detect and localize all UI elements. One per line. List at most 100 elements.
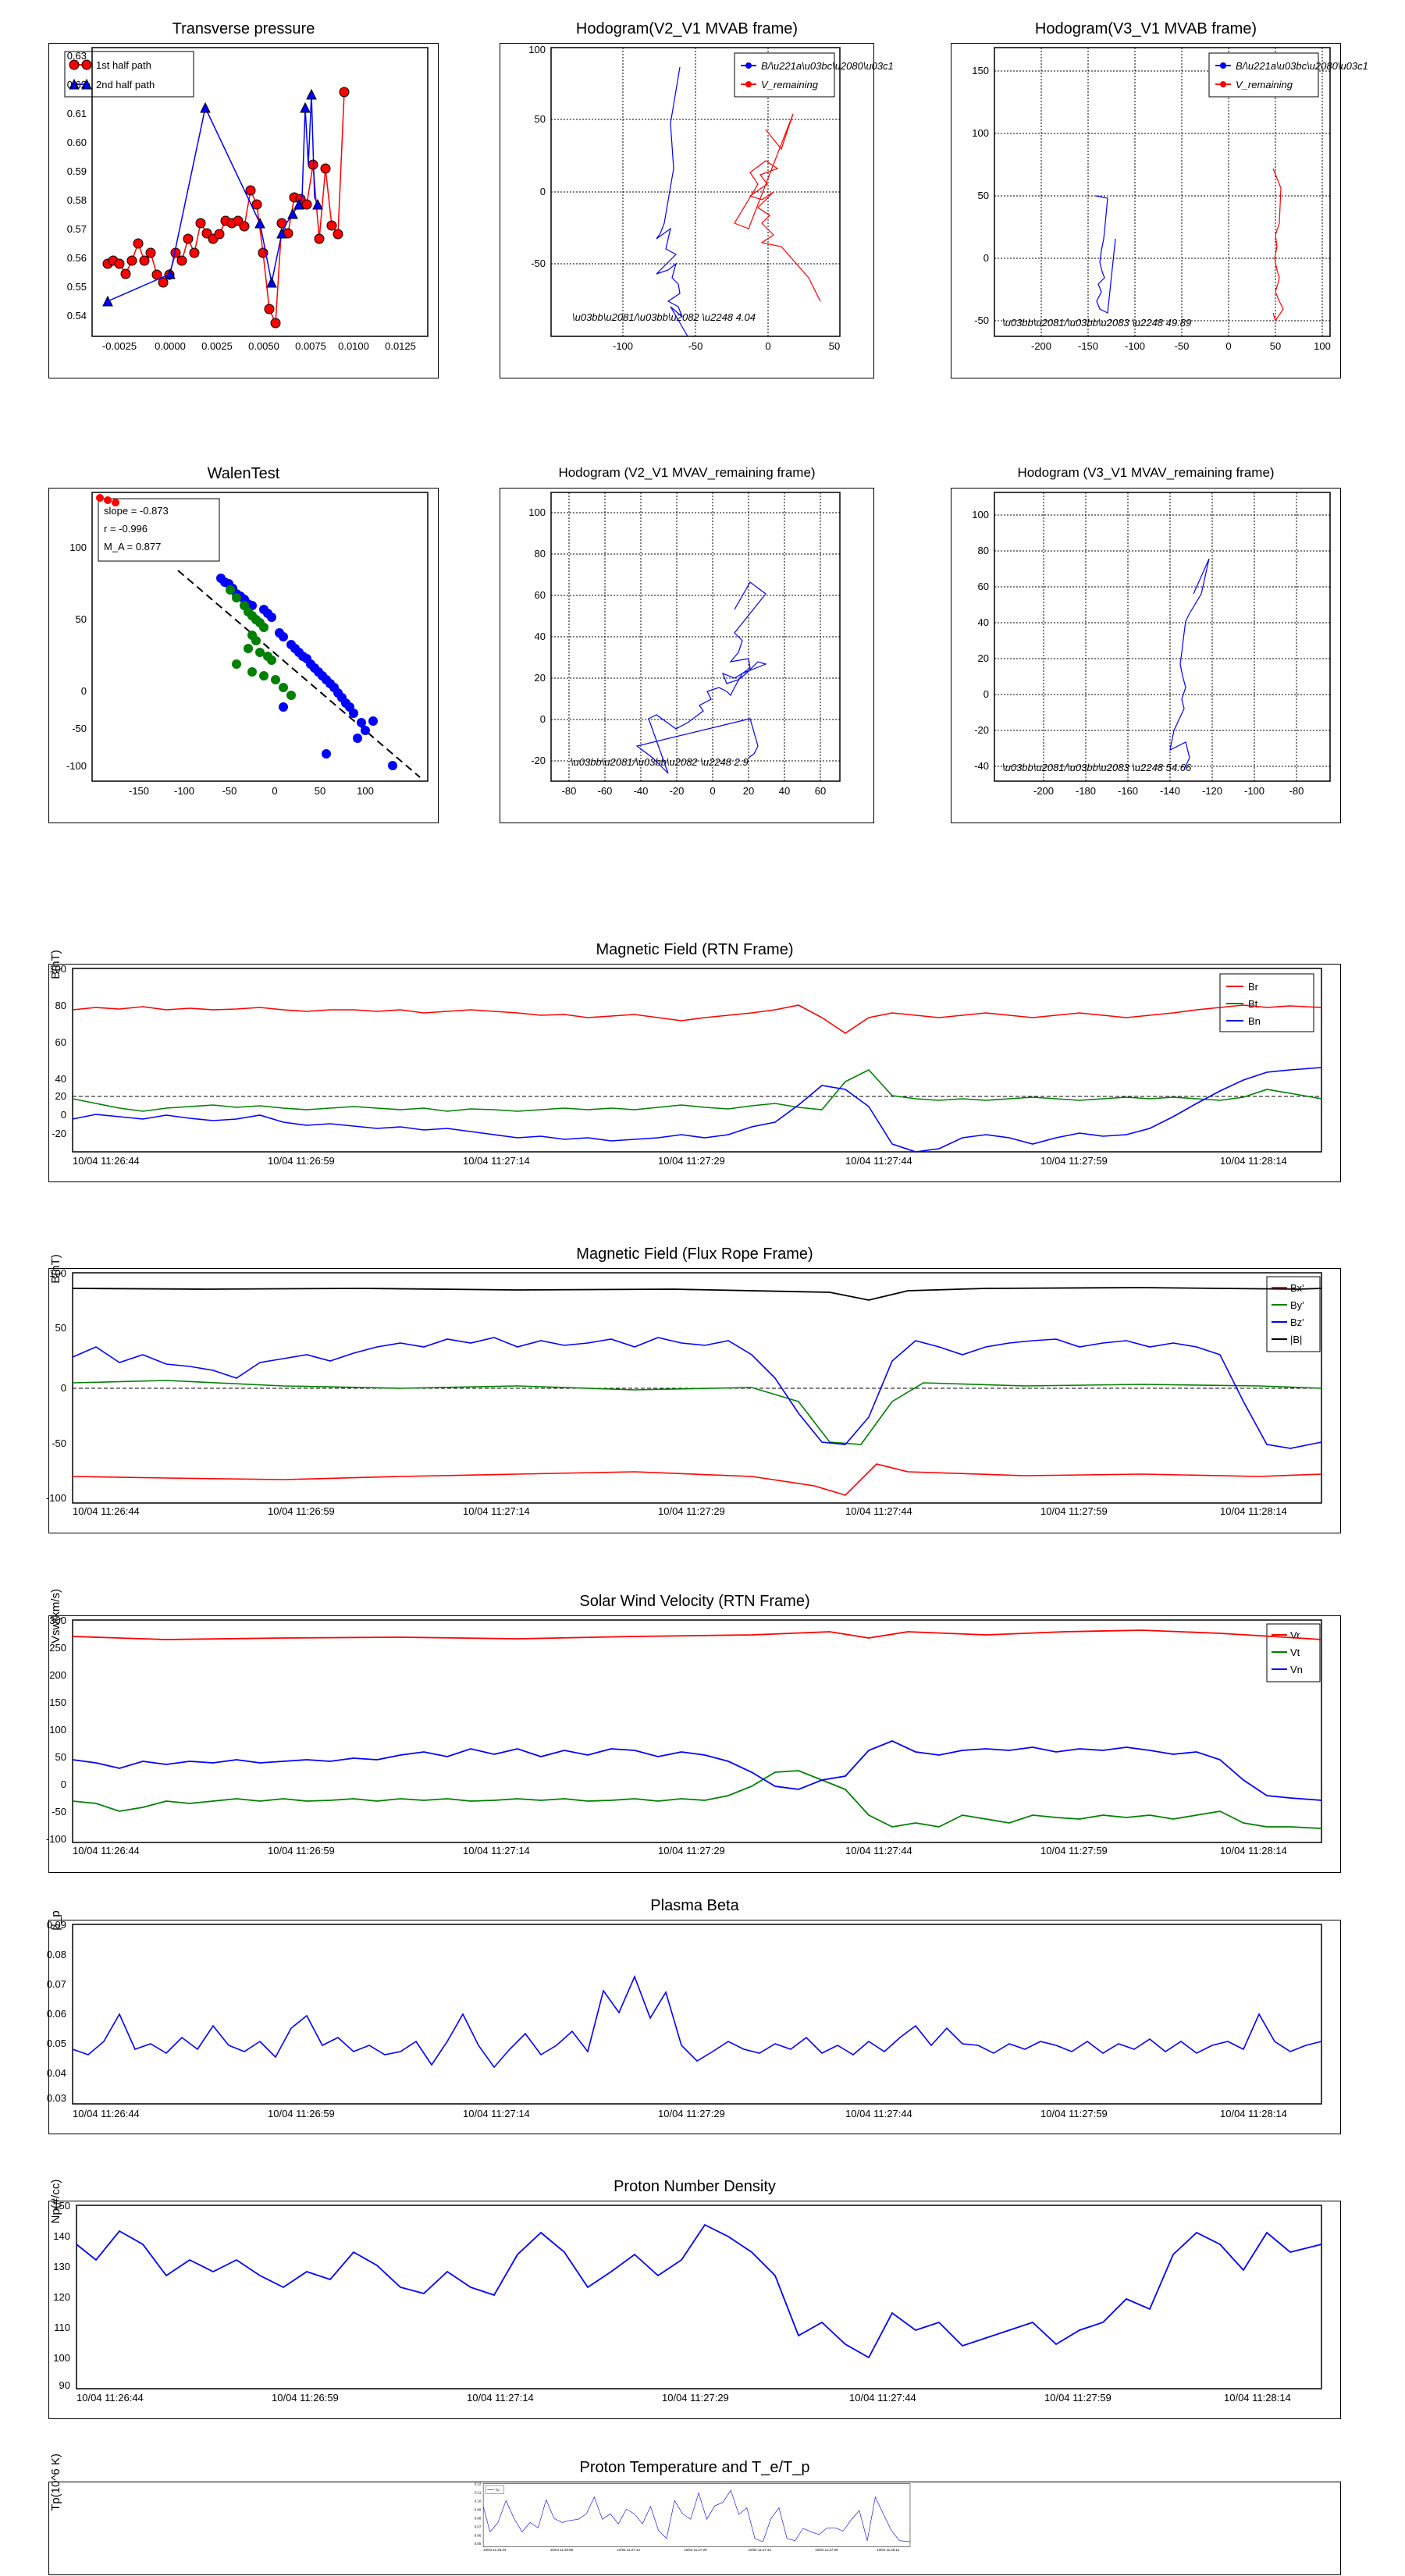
- svg-text:Bx': Bx': [1290, 1282, 1304, 1294]
- svg-text:-20: -20: [52, 1128, 66, 1139]
- svg-text:10/04 11:28:14: 10/04 11:28:14: [1220, 2108, 1287, 2119]
- svg-text:0.54: 0.54: [67, 310, 87, 322]
- svg-text:-80: -80: [562, 785, 577, 797]
- transverse-pressure-title: Transverse pressure: [49, 20, 438, 38]
- proton-temperature-legend: Tp: [486, 2485, 504, 2493]
- svg-text:150: 150: [49, 1697, 66, 1708]
- svg-text:-100: -100: [46, 1833, 66, 1845]
- svg-text:Bz': Bz': [1290, 1316, 1304, 1328]
- svg-text:0: 0: [765, 340, 770, 352]
- svg-text:100: 100: [528, 44, 546, 55]
- svg-text:B/\u221a\u03bc\u2080\u03c1: B/\u221a\u03bc\u2080\u03c1: [761, 60, 894, 72]
- svg-text:0.61: 0.61: [67, 108, 87, 119]
- svg-text:10/04 11:27:44: 10/04 11:27:44: [845, 2108, 912, 2119]
- svg-text:-50: -50: [52, 1806, 66, 1817]
- svg-text:10/04 11:27:29: 10/04 11:27:29: [658, 1505, 725, 1517]
- svg-text:10/04 11:27:29: 10/04 11:27:29: [658, 1155, 725, 1167]
- svg-text:10/04 11:27:29: 10/04 11:27:29: [658, 1845, 725, 1856]
- svg-text:100: 100: [528, 506, 546, 518]
- svg-text:-100: -100: [613, 340, 633, 352]
- svg-text:-50: -50: [1175, 340, 1190, 352]
- solar-wind-velocity-panel: Solar Wind Velocity (RTN Frame) Vsw(km/s…: [48, 1615, 1341, 1873]
- svg-text:0.55: 0.55: [67, 281, 87, 293]
- svg-text:0: 0: [61, 1778, 66, 1790]
- hodogram-v2v1-mvab-title: Hodogram(V2_V1 MVAB frame): [500, 20, 873, 38]
- svg-text:V_remaining: V_remaining: [1236, 79, 1293, 91]
- hodogram-v3v1-mvav-title: Hodogram (V3_V1 MVAV_remaining frame): [951, 465, 1340, 481]
- svg-text:0.58: 0.58: [67, 194, 87, 206]
- svg-text:80: 80: [978, 545, 989, 556]
- solar-wind-velocity-legend: Vr Vt Vn: [1267, 1624, 1320, 1682]
- svg-text:-40: -40: [974, 760, 989, 772]
- hodogram-v2v1-mvab-legend: B/\u221a\u03bc\u2080\u03c1 V_remaining: [735, 53, 894, 97]
- svg-text:\u03bb\u2081/\u03bb\u2083 \u22: \u03bb\u2081/\u03bb\u2083 \u2248 49.89: [1002, 317, 1191, 329]
- hodogram-v3v1-mvab-title: Hodogram(V3_V1 MVAB frame): [951, 20, 1340, 38]
- svg-text:-200: -200: [1031, 340, 1051, 352]
- svg-text:10/04 11:27:29: 10/04 11:27:29: [662, 2392, 729, 2404]
- svg-text:10/04 11:27:44: 10/04 11:27:44: [749, 2548, 772, 2552]
- svg-text:110: 110: [54, 2322, 70, 2333]
- svg-text:0: 0: [540, 186, 546, 197]
- magnetic-field-rtn-title: Magnetic Field (RTN Frame): [49, 941, 1340, 959]
- svg-text:0.57: 0.57: [67, 223, 87, 235]
- svg-text:200: 200: [49, 1669, 66, 1681]
- svg-text:0.0100: 0.0100: [338, 340, 369, 352]
- svg-text:40: 40: [535, 631, 546, 642]
- hodogram-v2v1-mvav-panel: Hodogram (V2_V1 MVAV_remaining frame) 10…: [500, 488, 874, 823]
- magnetic-field-fluxrope-legend: Bx' By' Bz' |B|: [1267, 1277, 1320, 1352]
- svg-text:0.0050: 0.0050: [248, 340, 279, 352]
- svg-text:40: 40: [55, 1073, 66, 1085]
- solar-wind-velocity-title: Solar Wind Velocity (RTN Frame): [49, 1593, 1340, 1611]
- svg-text:10/04 11:27:44: 10/04 11:27:44: [845, 1505, 912, 1517]
- magnetic-field-rtn-panel: Magnetic Field (RTN Frame) B(nT) 100 80 …: [48, 964, 1341, 1182]
- svg-text:100: 100: [49, 1267, 66, 1279]
- svg-text:-100: -100: [1125, 340, 1145, 352]
- hodogram-v3v1-mvav-panel: Hodogram (V3_V1 MVAV_remaining frame) 10…: [951, 488, 1341, 823]
- svg-text:100: 100: [972, 127, 989, 139]
- svg-text:10/04 11:26:44: 10/04 11:26:44: [73, 2108, 140, 2119]
- svg-text:-20: -20: [974, 724, 989, 736]
- svg-text:10/04 11:27:44: 10/04 11:27:44: [845, 1155, 912, 1167]
- svg-text:10/04 11:27:59: 10/04 11:27:59: [1040, 1155, 1108, 1167]
- svg-text:-0.0025: -0.0025: [102, 340, 137, 352]
- svg-text:10/04 11:27:59: 10/04 11:27:59: [815, 2548, 838, 2552]
- svg-text:-180: -180: [1076, 785, 1096, 797]
- svg-text:0.06: 0.06: [47, 2008, 66, 2020]
- svg-text:10/04 11:27:14: 10/04 11:27:14: [467, 2392, 534, 2404]
- svg-text:50: 50: [76, 613, 87, 625]
- svg-text:0.09: 0.09: [47, 1919, 66, 1931]
- svg-text:10/04 11:27:14: 10/04 11:27:14: [463, 2108, 530, 2119]
- walen-test-annotation-box: slope = -0.873 r = -0.996 M_A = 0.877: [98, 499, 219, 561]
- svg-text:10/04 11:26:59: 10/04 11:26:59: [550, 2548, 574, 2552]
- walen-test-panel: WalenTest slope = -0.873 r = -0.996 M_A …: [48, 488, 439, 823]
- svg-text:120: 120: [53, 2291, 70, 2303]
- svg-text:10/04 11:27:44: 10/04 11:27:44: [845, 1845, 912, 1856]
- svg-text:0.07: 0.07: [47, 1978, 66, 1990]
- svg-text:10/04 11:26:44: 10/04 11:26:44: [483, 2548, 507, 2552]
- svg-text:0: 0: [81, 685, 87, 697]
- walen-test-green-points: [226, 585, 296, 700]
- svg-text:Bn: Bn: [1248, 1015, 1261, 1027]
- svg-text:100: 100: [49, 963, 66, 975]
- svg-text:M_A = 0.877: M_A = 0.877: [104, 541, 161, 553]
- svg-text:60: 60: [55, 1036, 66, 1048]
- svg-text:-200: -200: [1033, 785, 1054, 797]
- svg-text:80: 80: [535, 548, 546, 560]
- svg-text:0.11: 0.11: [475, 2490, 482, 2494]
- svg-text:-50: -50: [531, 258, 546, 269]
- svg-text:-100: -100: [1244, 785, 1264, 797]
- svg-text:\u03bb\u2081/\u03bb\u2082 \u22: \u03bb\u2081/\u03bb\u2082 \u2248 4.04: [572, 311, 756, 323]
- walen-test-title: WalenTest: [49, 465, 438, 483]
- plasma-beta-panel: Plasma Beta β_p 0.09 0.08 0.07 0.06 0.05…: [48, 1920, 1341, 2134]
- svg-text:-150: -150: [129, 785, 149, 797]
- svg-text:20: 20: [535, 672, 546, 684]
- svg-text:100: 100: [49, 1724, 66, 1736]
- svg-text:50: 50: [55, 1751, 66, 1763]
- svg-text:10/04 11:26:59: 10/04 11:26:59: [268, 1155, 335, 1167]
- svg-text:Vt: Vt: [1290, 1647, 1300, 1658]
- svg-text:0.62: 0.62: [67, 79, 87, 91]
- svg-text:300: 300: [49, 1615, 66, 1626]
- svg-text:20: 20: [55, 1090, 66, 1102]
- svg-text:10/04 11:27:14: 10/04 11:27:14: [463, 1845, 530, 1856]
- svg-text:1st half path: 1st half path: [96, 59, 151, 71]
